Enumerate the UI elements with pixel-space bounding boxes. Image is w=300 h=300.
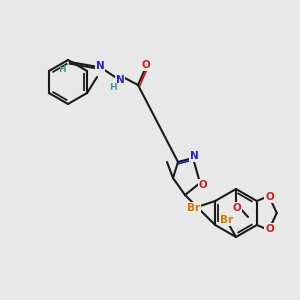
Text: H: H (109, 83, 117, 92)
Text: Br: Br (187, 203, 200, 213)
Text: N: N (116, 75, 124, 85)
Text: O: O (266, 192, 274, 202)
Text: O: O (232, 203, 242, 213)
Text: Br: Br (220, 215, 234, 225)
Text: N: N (96, 61, 104, 71)
Text: N: N (190, 151, 198, 161)
Text: O: O (142, 60, 150, 70)
Text: H: H (58, 65, 66, 74)
Text: O: O (266, 224, 274, 234)
Text: O: O (199, 180, 207, 190)
